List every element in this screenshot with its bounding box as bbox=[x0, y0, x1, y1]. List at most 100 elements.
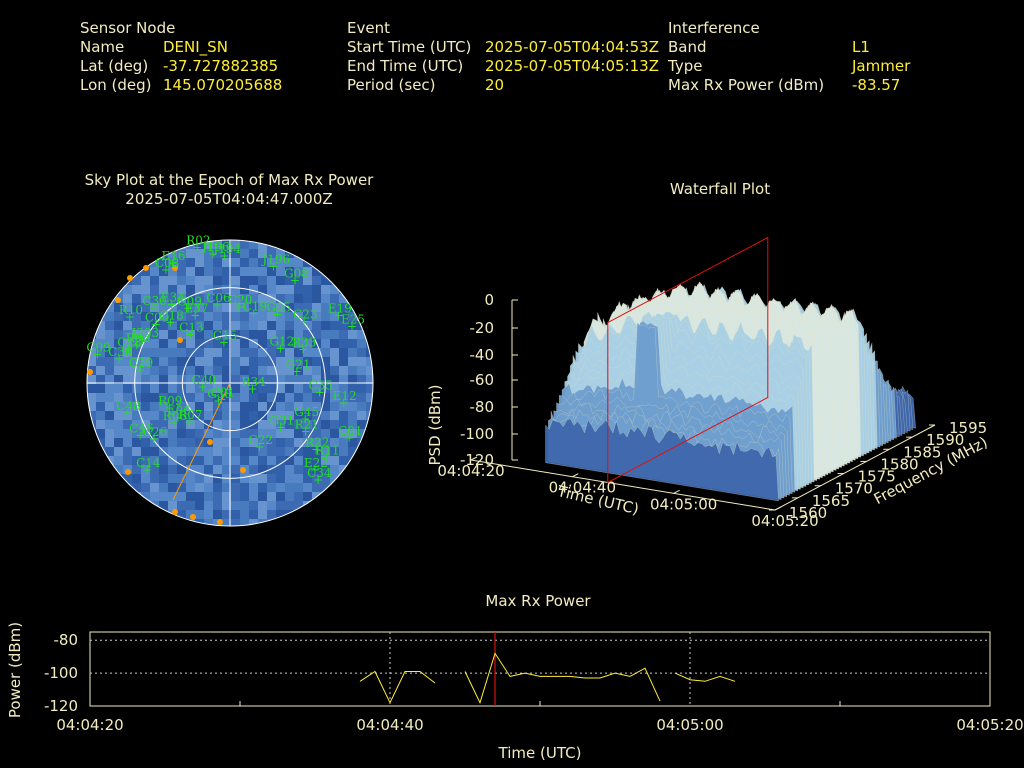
sky-cell bbox=[177, 357, 186, 366]
sky-satellite-marker: + bbox=[137, 333, 147, 347]
sky-satellite-label: C30 bbox=[108, 345, 132, 359]
waterfall-time-tick-label: 04:05:00 bbox=[650, 495, 717, 513]
sky-satellite-label: C15 bbox=[213, 328, 237, 342]
sky-cell bbox=[321, 348, 330, 357]
sky-cell bbox=[177, 456, 186, 465]
sky-cell bbox=[267, 420, 276, 429]
sky-cell bbox=[141, 474, 150, 483]
sky-cell bbox=[168, 402, 177, 411]
sky-cell bbox=[357, 411, 366, 420]
sky-cell bbox=[150, 465, 159, 474]
sky-cell bbox=[177, 411, 186, 420]
sky-cell bbox=[204, 339, 213, 348]
sky-cell bbox=[159, 294, 168, 303]
sky-cell bbox=[357, 456, 366, 465]
sky-cell bbox=[348, 483, 357, 492]
sky-cell bbox=[159, 420, 168, 429]
sky-cell bbox=[123, 303, 132, 312]
sky-cell bbox=[96, 375, 105, 384]
sky-cell bbox=[303, 483, 312, 492]
sky-cell bbox=[114, 384, 123, 393]
sky-cell bbox=[222, 447, 231, 456]
sky-cell bbox=[141, 285, 150, 294]
sky-cell bbox=[312, 330, 321, 339]
sky-cell bbox=[303, 240, 312, 249]
sky-cell bbox=[267, 366, 276, 375]
sky-satellite-label: C46 bbox=[129, 421, 153, 435]
sky-cell bbox=[339, 303, 348, 312]
sky-cell bbox=[204, 501, 213, 510]
sky-satellite-marker: + bbox=[254, 440, 264, 454]
sky-cell bbox=[303, 474, 312, 483]
sky-cell bbox=[105, 429, 114, 438]
sky-cell bbox=[213, 249, 222, 258]
sky-cell bbox=[159, 438, 168, 447]
sky-cell bbox=[231, 294, 240, 303]
sky-cell bbox=[240, 348, 249, 357]
sky-cell bbox=[357, 474, 366, 483]
sky-cell bbox=[87, 303, 96, 312]
sky-cell bbox=[339, 258, 348, 267]
sky-cell bbox=[96, 357, 105, 366]
sky-cell bbox=[87, 276, 96, 285]
sky-satellite-marker: + bbox=[169, 416, 179, 430]
sky-cell bbox=[285, 501, 294, 510]
sky-cell bbox=[96, 384, 105, 393]
sky-cell bbox=[177, 483, 186, 492]
sky-cell bbox=[276, 483, 285, 492]
sky-cell bbox=[249, 339, 258, 348]
sky-cell bbox=[330, 465, 339, 474]
sky-cell bbox=[294, 348, 303, 357]
sky-satellite-marker: + bbox=[347, 320, 357, 334]
sky-cell bbox=[123, 474, 132, 483]
waterfall-z-tick-label: -80 bbox=[470, 398, 495, 416]
sky-satellite-label: R06 bbox=[163, 409, 187, 423]
sky-cell bbox=[195, 249, 204, 258]
sky-cell bbox=[105, 303, 114, 312]
sky-cell bbox=[195, 483, 204, 492]
sky-satellite-marker: + bbox=[301, 424, 311, 438]
sky-cell bbox=[186, 276, 195, 285]
waterfall-time-tick bbox=[774, 506, 782, 511]
sky-cell bbox=[168, 456, 177, 465]
sky-cell bbox=[303, 303, 312, 312]
waterfall-marker-plane bbox=[607, 236, 769, 484]
sky-cell bbox=[87, 456, 96, 465]
sky-satellite-label: R33 bbox=[292, 335, 316, 349]
sky-cell bbox=[204, 303, 213, 312]
sky-cell bbox=[330, 447, 339, 456]
sky-cell bbox=[339, 519, 348, 526]
sky-cell bbox=[132, 348, 141, 357]
sky-cell bbox=[186, 411, 195, 420]
sky-satellite-label: C20 bbox=[228, 293, 252, 307]
sky-cell bbox=[114, 312, 123, 321]
sky-cell bbox=[105, 285, 114, 294]
sky-cell bbox=[276, 321, 285, 330]
sky-cell bbox=[285, 267, 294, 276]
sky-cell bbox=[258, 330, 267, 339]
sky-cell bbox=[150, 339, 159, 348]
sky-cell bbox=[114, 393, 123, 402]
sky-cell bbox=[294, 456, 303, 465]
sky-cell bbox=[348, 384, 357, 393]
sky-cell bbox=[357, 267, 366, 276]
sky-cell bbox=[222, 357, 231, 366]
sky-cell bbox=[312, 483, 321, 492]
sky-cell bbox=[204, 294, 213, 303]
sky-satellite-marker: + bbox=[334, 309, 344, 323]
sky-cell bbox=[321, 447, 330, 456]
sky-cell bbox=[114, 492, 123, 501]
sky-cell bbox=[285, 447, 294, 456]
sky-cell bbox=[285, 483, 294, 492]
sky-cell bbox=[114, 519, 123, 526]
sky-cell bbox=[222, 321, 231, 330]
sky-cell bbox=[150, 474, 159, 483]
sky-cell bbox=[366, 411, 373, 420]
sky-cell bbox=[204, 348, 213, 357]
sky-cell bbox=[141, 357, 150, 366]
sky-cell bbox=[267, 456, 276, 465]
sky-cell bbox=[267, 501, 276, 510]
sky-cell bbox=[141, 492, 150, 501]
sky-cell bbox=[96, 492, 105, 501]
sky-cell bbox=[231, 447, 240, 456]
